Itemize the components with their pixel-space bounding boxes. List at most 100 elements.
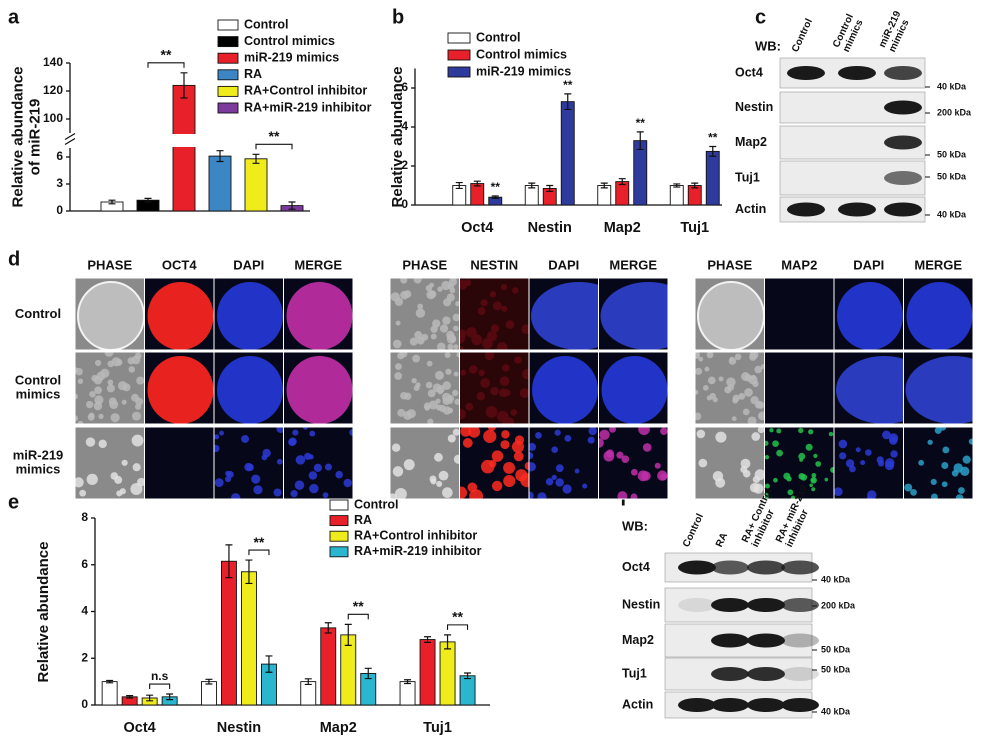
- cell: [764, 492, 769, 499]
- cell: [810, 477, 817, 484]
- cell: [394, 372, 403, 380]
- blot-band: [838, 66, 876, 80]
- marker-label: 40 kDa: [937, 209, 967, 219]
- micrograph-border: [598, 426, 669, 500]
- cell: [459, 345, 464, 350]
- cell: [564, 434, 572, 442]
- blot-band: [884, 171, 922, 185]
- cell: [888, 433, 899, 443]
- cell: [500, 440, 510, 450]
- colony: [217, 282, 283, 350]
- cell: [135, 403, 142, 410]
- cell: [110, 413, 120, 423]
- y-tick-label: 100: [43, 111, 63, 125]
- micrograph: [144, 278, 214, 350]
- cell: [214, 478, 224, 488]
- micrograph: [764, 352, 834, 424]
- protein-label: Map2: [735, 135, 767, 149]
- legend-label: Control mimics: [244, 34, 335, 48]
- cell: [496, 342, 508, 350]
- cell: [480, 378, 491, 389]
- cell: [800, 474, 808, 481]
- significance: **: [269, 128, 280, 144]
- cell: [496, 410, 509, 423]
- cell: [718, 376, 724, 382]
- error-bar: [528, 182, 536, 189]
- error-bar: [288, 201, 296, 210]
- micrograph: [764, 278, 834, 350]
- cell: [290, 490, 298, 498]
- micrograph: [75, 352, 145, 424]
- cell: [452, 389, 459, 397]
- x-tick-label: Nestin: [217, 720, 261, 736]
- legend-label: Control: [354, 497, 398, 511]
- bar: [172, 84, 196, 212]
- bar: [470, 183, 485, 206]
- colony: [286, 356, 353, 424]
- cell: [427, 418, 434, 424]
- cell: [94, 395, 104, 405]
- cell: [309, 483, 319, 494]
- cell: [214, 434, 220, 440]
- error-bar: [324, 622, 332, 634]
- colony: [217, 356, 283, 424]
- error-bar: [205, 678, 213, 685]
- cell: [75, 393, 79, 400]
- channel-label: DAPI: [233, 257, 264, 272]
- cell: [962, 455, 971, 464]
- cell: [617, 491, 628, 499]
- cell: [749, 353, 757, 361]
- cell: [787, 489, 794, 496]
- cell: [122, 383, 131, 392]
- legend-swatch: [329, 499, 349, 511]
- bar: [669, 185, 684, 206]
- cell: [500, 283, 508, 291]
- cell: [453, 344, 459, 350]
- cell: [253, 485, 263, 495]
- cell: [335, 470, 343, 479]
- cell: [630, 493, 638, 499]
- cell: [447, 434, 456, 443]
- channel-label: MERGE: [914, 257, 962, 272]
- cell: [403, 459, 415, 471]
- significance: **: [491, 180, 501, 194]
- cell: [562, 484, 572, 494]
- colony: [147, 282, 214, 350]
- cell: [424, 405, 430, 411]
- cell: [707, 376, 716, 385]
- y-tick-label: 2: [81, 650, 88, 664]
- micrograph: [903, 352, 973, 424]
- blot-band: [747, 633, 785, 648]
- cell: [453, 454, 460, 464]
- error-bar: [344, 623, 352, 646]
- cell: [75, 367, 79, 373]
- micrograph-bg: [764, 352, 834, 424]
- cell: [702, 384, 709, 391]
- cell: [273, 488, 282, 497]
- cell: [490, 386, 499, 396]
- cell: [555, 478, 564, 487]
- cell: [599, 429, 610, 440]
- cell: [513, 451, 524, 462]
- error-bar: [146, 694, 154, 702]
- marker-label: 50 kDa: [937, 149, 967, 159]
- cell: [838, 439, 848, 449]
- cell: [406, 409, 416, 419]
- error-bar: [180, 72, 188, 99]
- bar: [240, 571, 257, 706]
- cell: [695, 389, 699, 395]
- marker-label: 200 kDa: [821, 600, 856, 610]
- channel-label: PHASE: [87, 257, 132, 272]
- legend-swatch: [217, 36, 239, 48]
- cell: [773, 477, 778, 483]
- panel-label: c: [755, 6, 766, 28]
- cell: [491, 480, 503, 492]
- cell: [904, 483, 913, 492]
- blot-band: [678, 560, 716, 575]
- micrograph-border: [283, 426, 354, 500]
- micrograph: [283, 352, 353, 424]
- cell: [866, 495, 873, 499]
- cell: [535, 432, 542, 439]
- cell: [751, 432, 761, 441]
- cell: [304, 452, 312, 460]
